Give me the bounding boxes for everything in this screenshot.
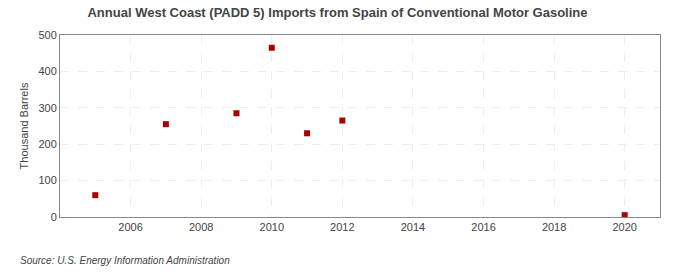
svg-text:500: 500 [38,29,56,41]
svg-text:2008: 2008 [189,221,213,233]
svg-text:2018: 2018 [542,221,566,233]
svg-text:400: 400 [38,65,56,77]
svg-text:2020: 2020 [612,221,636,233]
svg-text:Annual West Coast (PADD 5) Imp: Annual West Coast (PADD 5) Imports from … [87,5,587,20]
svg-text:Thousand Barrels: Thousand Barrels [18,82,30,169]
svg-text:2012: 2012 [330,221,354,233]
svg-text:Source: U.S. Energy Informatio: Source: U.S. Energy Information Administ… [20,255,230,266]
svg-text:300: 300 [38,102,56,114]
svg-text:100: 100 [38,174,56,186]
svg-text:200: 200 [38,138,56,150]
svg-text:0: 0 [51,211,57,223]
svg-text:2014: 2014 [401,221,425,233]
svg-text:2016: 2016 [471,221,495,233]
svg-text:2010: 2010 [260,221,284,233]
svg-text:2006: 2006 [118,221,142,233]
